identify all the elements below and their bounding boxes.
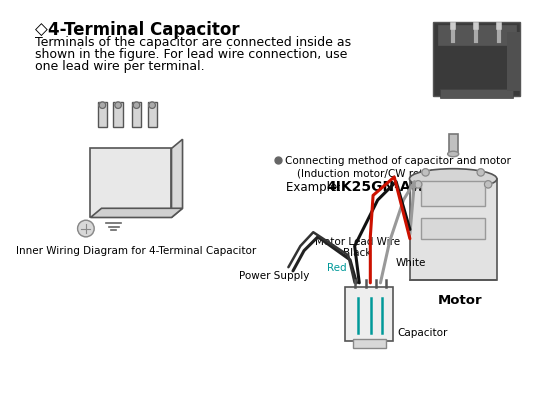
FancyBboxPatch shape xyxy=(345,288,393,341)
FancyBboxPatch shape xyxy=(433,23,520,97)
FancyBboxPatch shape xyxy=(113,102,123,128)
Circle shape xyxy=(115,103,122,109)
Text: (Induction motor/CW rotation): (Induction motor/CW rotation) xyxy=(296,168,454,178)
Text: Inner Wiring Diagram for 4-Terminal Capacitor: Inner Wiring Diagram for 4-Terminal Capa… xyxy=(16,245,257,255)
FancyBboxPatch shape xyxy=(147,102,157,128)
FancyBboxPatch shape xyxy=(91,149,172,218)
Ellipse shape xyxy=(448,152,459,157)
FancyBboxPatch shape xyxy=(98,102,107,128)
Text: Connecting method of capacitor and motor: Connecting method of capacitor and motor xyxy=(285,156,510,166)
Text: Power Supply: Power Supply xyxy=(239,271,310,281)
Text: one lead wire per terminal.: one lead wire per terminal. xyxy=(35,60,205,73)
FancyBboxPatch shape xyxy=(353,339,386,348)
FancyBboxPatch shape xyxy=(441,89,513,99)
Ellipse shape xyxy=(409,169,497,190)
Circle shape xyxy=(485,181,492,188)
Polygon shape xyxy=(91,209,183,218)
FancyBboxPatch shape xyxy=(410,179,497,280)
Circle shape xyxy=(415,181,422,188)
Text: Terminals of the capacitor are connected inside as: Terminals of the capacitor are connected… xyxy=(35,36,351,49)
Text: Red: Red xyxy=(327,263,346,273)
FancyBboxPatch shape xyxy=(507,32,520,92)
Text: Black: Black xyxy=(343,248,372,258)
Text: 4IK25GN-AW2U: 4IK25GN-AW2U xyxy=(326,180,447,194)
FancyBboxPatch shape xyxy=(132,102,141,128)
Text: shown in the figure. For lead wire connection, use: shown in the figure. For lead wire conne… xyxy=(35,48,348,61)
Text: Capacitor: Capacitor xyxy=(397,327,447,337)
Circle shape xyxy=(422,169,429,176)
FancyBboxPatch shape xyxy=(449,134,458,155)
FancyBboxPatch shape xyxy=(421,181,486,207)
Text: ◇: ◇ xyxy=(35,20,48,38)
FancyBboxPatch shape xyxy=(437,26,516,46)
Text: 4-Terminal Capacitor: 4-Terminal Capacitor xyxy=(48,20,240,38)
Text: White: White xyxy=(396,257,426,267)
Text: Motor Lead Wire: Motor Lead Wire xyxy=(315,236,400,246)
Circle shape xyxy=(99,103,106,109)
Circle shape xyxy=(133,103,140,109)
FancyBboxPatch shape xyxy=(421,219,486,239)
Text: Example:: Example: xyxy=(285,180,345,193)
Text: Motor: Motor xyxy=(438,293,483,306)
Circle shape xyxy=(78,221,94,237)
Polygon shape xyxy=(172,140,183,218)
Circle shape xyxy=(477,169,485,176)
Circle shape xyxy=(149,103,156,109)
